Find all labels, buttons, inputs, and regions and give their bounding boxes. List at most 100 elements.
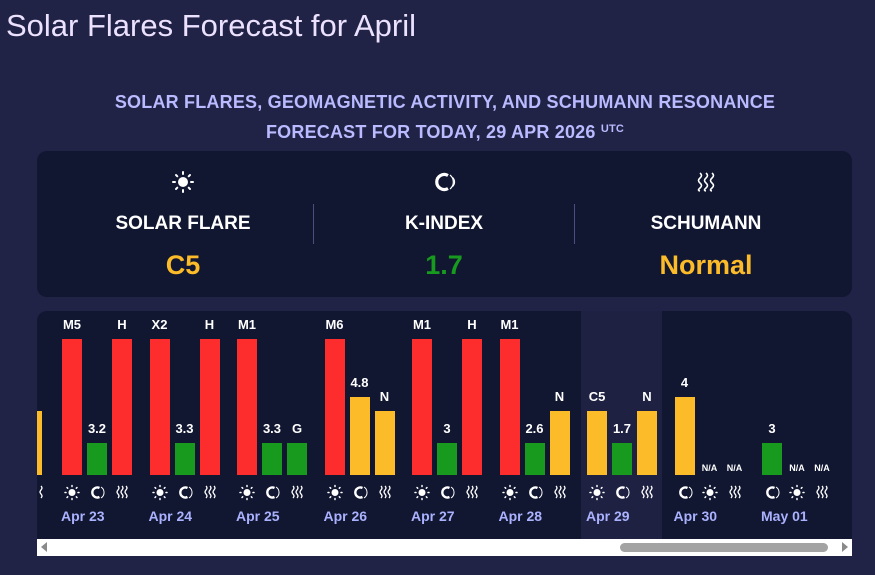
day-label-apr-29: Apr 29 — [586, 508, 630, 524]
bar-schumann-apr-27 — [462, 339, 482, 475]
summary-divider — [574, 204, 575, 244]
schumann-summary: SCHUMANN Normal — [575, 151, 837, 297]
magnet-icon — [678, 486, 692, 499]
bar-k-index-apr-27 — [437, 443, 457, 475]
bar-value-schumann-apr-30: N/A — [726, 463, 743, 473]
wave-icon — [203, 485, 216, 499]
bar-value-schumann-apr-25: G — [291, 421, 303, 436]
bar-k-index-apr-25 — [262, 443, 282, 475]
scroll-right-arrow-icon[interactable] — [842, 542, 848, 552]
day-label-apr-26: Apr 26 — [323, 508, 368, 524]
bar-value-k-index-apr-26: 4.8 — [350, 375, 369, 390]
bar-value-schumann-apr-27: H — [467, 317, 477, 332]
wave-icon — [466, 485, 478, 499]
wave-icon — [816, 485, 828, 499]
bar-value-k-index-apr-30: 4 — [680, 375, 689, 390]
bar-value-k-index-apr-25: 3.3 — [262, 421, 282, 436]
sun-icon — [789, 484, 805, 501]
day-label-apr-25: Apr 25 — [236, 508, 280, 524]
sun-icon — [172, 171, 194, 193]
k-index-summary: K-INDEX 1.7 — [314, 151, 574, 297]
schumann-label: SCHUMANN — [650, 213, 762, 234]
day-label-apr-30: Apr 30 — [673, 508, 718, 524]
horizontal-scrollbar[interactable] — [37, 539, 852, 556]
bar-value-k-index-may-01: 3 — [768, 421, 776, 436]
magnet-icon — [91, 486, 105, 499]
bar-value-schumann-apr-26: N — [379, 389, 390, 404]
day-label-apr-23: Apr 23 — [61, 508, 105, 524]
page-title: Solar Flares Forecast for April — [6, 8, 417, 43]
bar-schumann-apr-25 — [287, 443, 307, 475]
summary-divider — [313, 204, 314, 244]
bar-value-k-index-apr-28: 2.6 — [525, 421, 544, 436]
magnet-icon — [766, 486, 780, 499]
bar-value-schumann-may-01: N/A — [814, 463, 830, 473]
day-label-may-01: May 01 — [761, 508, 808, 524]
bar-k-index-apr-30 — [674, 397, 695, 475]
bar-prev-schumann — [37, 411, 42, 475]
bar-solar-flare-apr-23 — [62, 339, 82, 475]
bar-value-schumann-apr-29: N — [642, 389, 652, 404]
magnet-icon — [441, 486, 455, 499]
sun-icon — [701, 484, 718, 501]
subtitle-line-2: FORECAST FOR TODAY, 29 APR 2026 UTC — [0, 116, 875, 146]
magnet-icon — [178, 486, 192, 499]
sun-icon — [414, 484, 430, 501]
bar-value-k-index-apr-23: 3.2 — [87, 421, 107, 436]
wave-icon — [641, 485, 653, 499]
bar-value-solar-flare-apr-26: M6 — [325, 317, 344, 332]
solar-flare-summary: SOLAR FLARE C5 — [54, 151, 312, 297]
wave-icon — [697, 172, 715, 192]
k-index-value: 1.7 — [425, 250, 463, 280]
bar-solar-flare-apr-28 — [499, 339, 520, 475]
scroll-left-arrow-icon[interactable] — [41, 542, 47, 552]
sun-icon — [151, 484, 168, 501]
magnet-icon — [435, 172, 456, 192]
bar-value-solar-flare-may-01: N/A — [789, 463, 805, 473]
bar-solar-flare-apr-25 — [237, 339, 257, 475]
day-label-apr-27: Apr 27 — [411, 508, 455, 524]
bar-k-index-apr-26 — [349, 397, 370, 475]
bar-value-k-index-apr-24: 3.3 — [175, 421, 194, 436]
magnet-icon — [353, 486, 367, 499]
subtitle-date: FORECAST FOR TODAY, 29 APR 2026 — [265, 122, 596, 142]
bar-value-k-index-apr-27: 3 — [443, 421, 451, 436]
schumann-value: Normal — [659, 250, 753, 280]
magnet-icon — [528, 486, 542, 499]
sun-icon — [64, 484, 80, 501]
bar-value-solar-flare-apr-25: M1 — [237, 317, 257, 332]
wave-icon — [39, 485, 43, 499]
bar-schumann-apr-24 — [199, 339, 220, 475]
bar-value-solar-flare-apr-30: N/A — [701, 463, 718, 473]
bar-k-index-apr-29 — [612, 443, 632, 475]
scrollbar-thumb[interactable] — [620, 543, 828, 552]
bar-k-index-apr-28 — [524, 443, 545, 475]
bar-value-k-index-apr-29: 1.7 — [612, 421, 632, 436]
solar-flare-value: C5 — [165, 250, 201, 280]
wave-icon — [116, 485, 128, 499]
day-label-apr-24: Apr 24 — [148, 508, 193, 524]
bar-value-schumann-apr-28: N — [554, 389, 565, 404]
bar-value-solar-flare-apr-23: M5 — [62, 317, 82, 332]
bar-value-solar-flare-apr-29: C5 — [588, 389, 606, 404]
daily-forecast-chart[interactable]: I M5 3.2 H Apr 23 X2 3.3 H Apr 24 M1 3.3 G Apr 25 M6… — [37, 311, 852, 539]
bar-k-index-apr-24 — [174, 443, 195, 475]
wave-icon — [728, 485, 741, 499]
bar-k-index-apr-23 — [87, 443, 107, 475]
bar-schumann-apr-28 — [549, 411, 570, 475]
wave-icon — [378, 485, 391, 499]
day-label-apr-28: Apr 28 — [498, 508, 543, 524]
sun-icon — [589, 484, 605, 501]
bar-solar-flare-apr-29 — [587, 411, 607, 475]
subtitle-line-1: SOLAR FLARES, GEOMAGNETIC ACTIVITY, AND … — [114, 92, 776, 112]
magnet-icon — [616, 486, 630, 499]
bar-value-solar-flare-apr-24: X2 — [151, 317, 168, 332]
today-summary-panel: SOLAR FLARE C5 K-INDEX 1.7 SCHUMANN Norm… — [37, 151, 852, 297]
bar-value-solar-flare-apr-27: M1 — [412, 317, 432, 332]
forecast-subtitle: SOLAR FLARES, GEOMAGNETIC ACTIVITY, AND … — [0, 89, 875, 146]
bar-schumann-apr-26 — [374, 411, 395, 475]
bar-solar-flare-apr-27 — [412, 339, 432, 475]
wave-icon — [553, 485, 566, 499]
k-index-label: K-INDEX — [404, 213, 484, 234]
solar-flare-label: SOLAR FLARE — [115, 213, 251, 234]
